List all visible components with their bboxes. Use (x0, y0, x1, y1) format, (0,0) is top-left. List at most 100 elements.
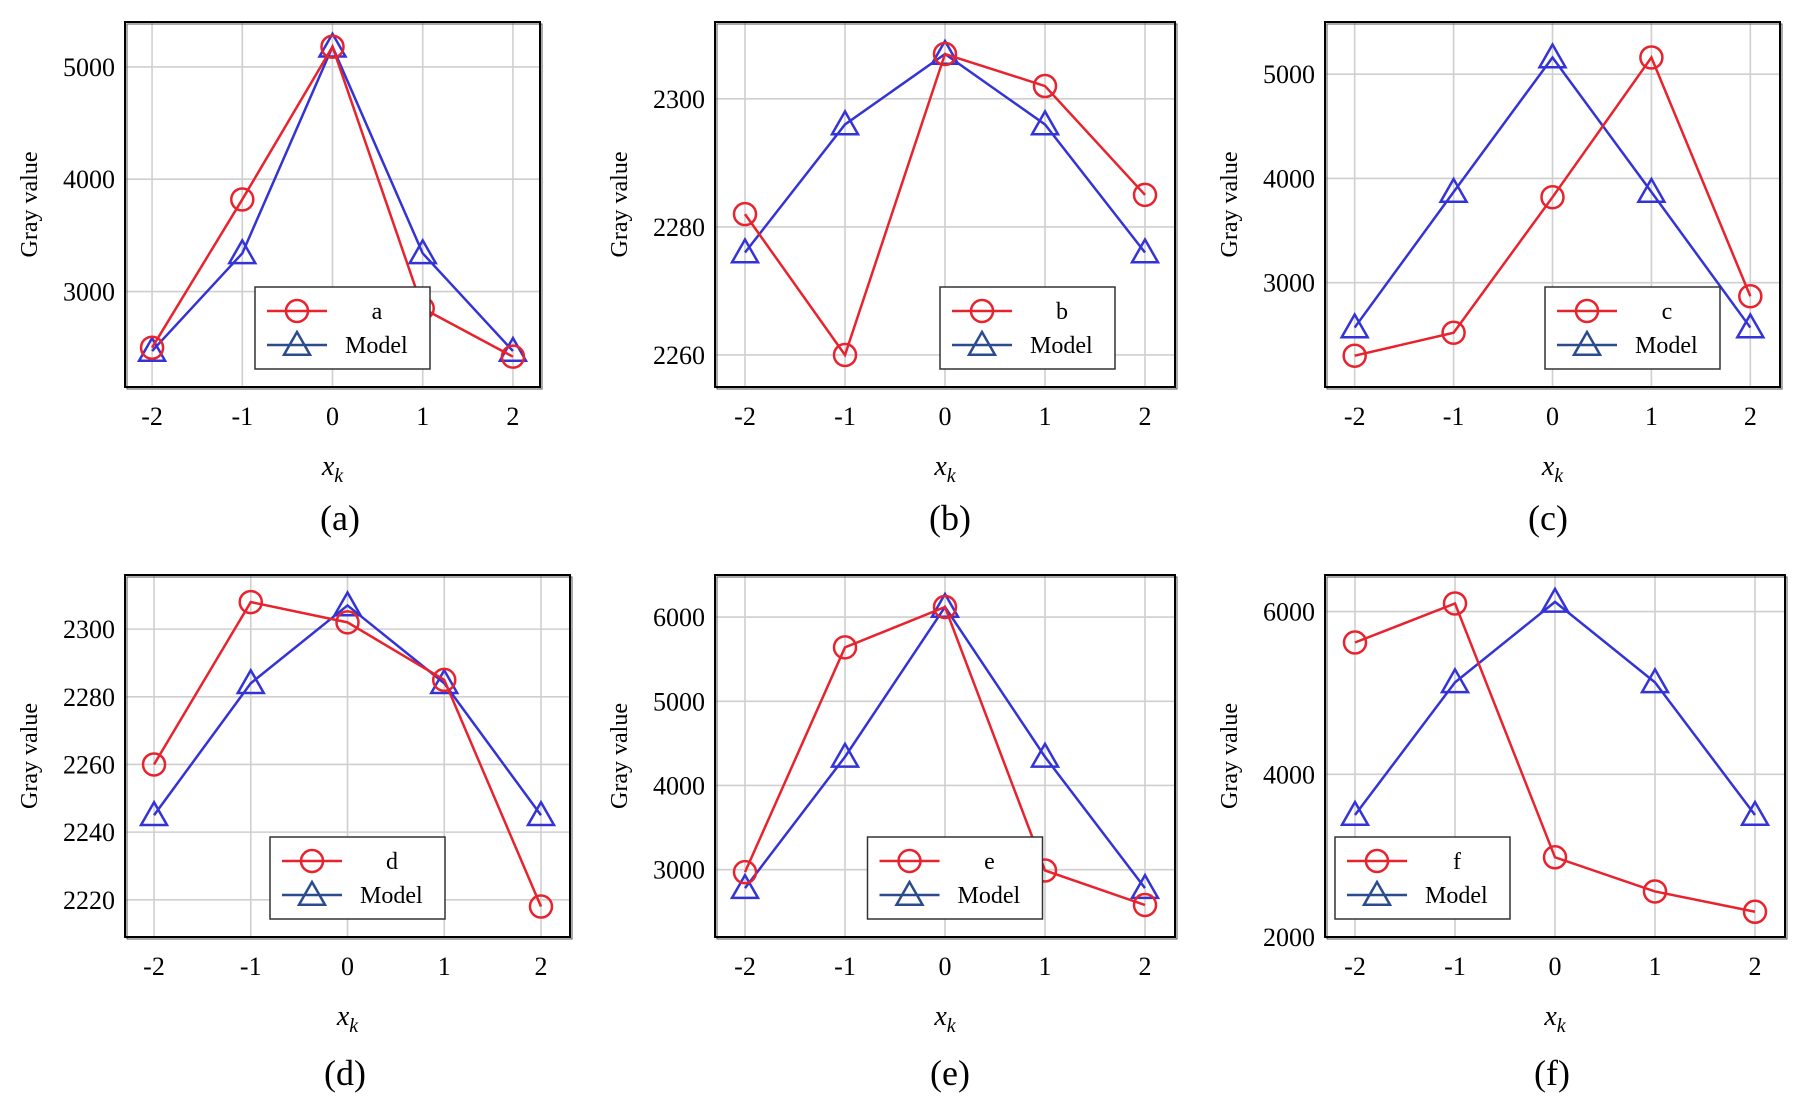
legend-label: c (1662, 299, 1673, 325)
x-tick-label: 0 (1549, 952, 1562, 981)
legend-circle-icon (1574, 298, 1600, 324)
legend: d Model (269, 836, 446, 920)
x-tick-label: -1 (1444, 952, 1466, 981)
y-tick-label: 2220 (63, 886, 115, 915)
data-point-observed (1132, 892, 1158, 918)
chart-panel-b: -2 -1 0 1 2 2260 2280 2300 Gray value xk b Model (b) (607, 21, 1178, 538)
panel-caption: (e) (930, 1053, 970, 1093)
x-axis-label-main: x (1543, 1001, 1557, 1032)
y-tick-label: 4000 (1263, 164, 1315, 193)
data-point-model (1639, 666, 1671, 694)
legend-label: Model (360, 883, 423, 909)
x-tick-label: 0 (939, 402, 952, 431)
x-axis-label-subscript: k (947, 465, 957, 487)
legend-circle-icon (897, 848, 922, 874)
x-tick-label: 0 (939, 952, 952, 981)
y-tick-label: 2280 (63, 683, 115, 712)
legend-label: f (1453, 849, 1461, 875)
x-axis-label-main: x (321, 451, 335, 482)
plot-frame-shadow (126, 576, 573, 940)
data-point-model (1029, 741, 1061, 768)
y-axis-label: Gray value (17, 703, 43, 809)
legend-label: d (386, 849, 398, 875)
data-point-model (429, 667, 460, 695)
x-axis-label-subscript: k (1554, 465, 1564, 487)
legend-label: Model (1425, 883, 1488, 909)
y-axis-label: Gray value (607, 703, 633, 809)
data-point-observed (1342, 343, 1367, 368)
data-point-model (525, 799, 557, 827)
data-point-observed (732, 859, 758, 885)
data-point-model (497, 335, 529, 363)
x-axis-label: xk (933, 451, 956, 487)
series-line-observed (743, 52, 1146, 358)
legend-box (269, 836, 446, 920)
data-point-observed (732, 201, 758, 227)
data-point-model (1537, 41, 1568, 69)
data-point-observed (932, 594, 958, 620)
plot-frame-shadow (1326, 23, 1783, 390)
x-tick-label: -2 (1344, 402, 1366, 431)
chart-panel-f: -2 -1 0 1 2 2000 4000 6000 Gray value xk f Model (f) (1217, 574, 1788, 1093)
data-point-model (136, 335, 168, 363)
series-line-observed (1354, 54, 1752, 357)
y-tick-label: 3000 (63, 278, 115, 307)
x-axis-label-subscript: k (947, 1015, 957, 1037)
y-tick-label: 6000 (653, 603, 705, 632)
data-point-model (729, 872, 761, 900)
data-point-observed (1540, 184, 1565, 210)
x-tick-label: -1 (240, 952, 262, 981)
x-tick-label: 2 (1744, 402, 1757, 431)
y-tick-label: 2300 (63, 615, 115, 644)
legend: c Model (1544, 286, 1721, 370)
data-point-observed (1542, 845, 1568, 870)
legend-circle-icon (969, 298, 995, 324)
plot-frame (1324, 21, 1781, 388)
plot-frame (124, 21, 541, 388)
legend-triangle-icon (296, 879, 328, 906)
x-tick-label: 2 (534, 952, 547, 981)
panel-caption: (c) (1528, 498, 1568, 538)
x-tick-label: 0 (341, 952, 354, 981)
plot-frame-shadow (716, 576, 1178, 940)
chart-panel-c: -2 -1 0 1 2 3000 4000 5000 Gray value xk c Model (c) (1217, 21, 1783, 538)
y-tick-label: 3000 (1263, 269, 1315, 298)
legend-label: e (984, 849, 995, 875)
panel-caption: (b) (929, 498, 971, 538)
legend-triangle-icon (281, 329, 313, 356)
y-axis-label: Gray value (17, 152, 43, 258)
data-point-model (1129, 872, 1161, 900)
y-axis-label: Gray value (607, 152, 633, 258)
x-tick-label: 0 (326, 402, 339, 431)
x-tick-label: 2 (506, 402, 519, 431)
legend-triangle-icon (1571, 329, 1603, 356)
data-point-observed (932, 41, 958, 67)
x-tick-label: 1 (1649, 952, 1662, 981)
data-point-model (1739, 799, 1771, 826)
y-axis-label: Gray value (1217, 703, 1243, 809)
plot-frame (714, 21, 1176, 388)
data-point-observed (500, 344, 526, 369)
data-point-model (407, 237, 438, 265)
data-point-observed (832, 635, 858, 660)
legend: f Model (1334, 836, 1511, 920)
legend-circle-icon (1364, 848, 1390, 874)
data-point-model (829, 741, 861, 768)
data-point-model (138, 799, 170, 827)
x-tick-label: -2 (734, 952, 756, 981)
x-axis-label: xk (1541, 451, 1564, 487)
y-axis-label: Gray value (1217, 152, 1243, 258)
y-tick-label: 2000 (1263, 923, 1315, 952)
legend-label: Model (958, 883, 1021, 909)
y-tick-label: 4000 (1263, 760, 1315, 789)
x-tick-label: -2 (1344, 952, 1366, 981)
y-tick-label: 4000 (653, 771, 705, 800)
x-tick-label: 2 (1139, 402, 1152, 431)
x-tick-label: -1 (1443, 402, 1465, 431)
x-axis-label: xk (933, 1001, 956, 1037)
x-axis-label-main: x (336, 1001, 350, 1032)
legend-label: Model (345, 333, 408, 359)
data-point-observed (431, 667, 457, 693)
x-axis-label: xk (1543, 1001, 1566, 1037)
